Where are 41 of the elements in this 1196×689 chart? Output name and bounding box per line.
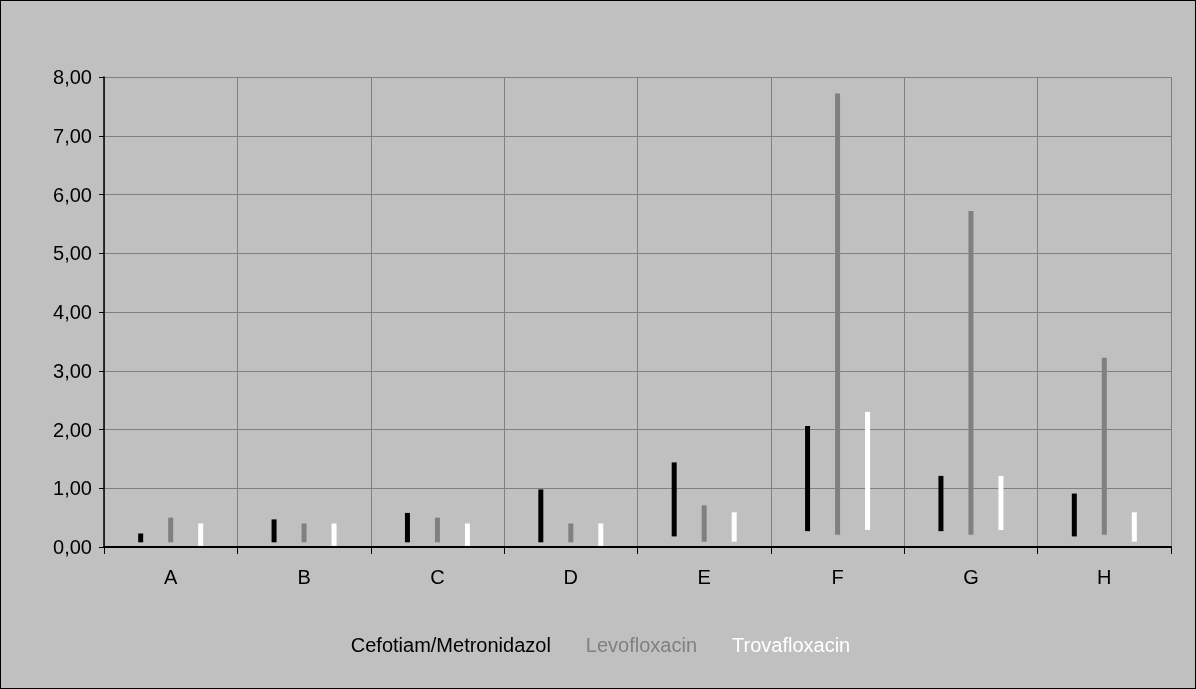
x-tick-label: F — [831, 566, 844, 588]
text: Cefotiam/Metronidazol — [350, 634, 551, 656]
bar — [538, 489, 544, 543]
x-tick-label: C — [430, 566, 445, 588]
bar — [331, 523, 337, 546]
y-tick-label: 0,00 — [53, 536, 92, 558]
y-tick-label: 6,00 — [53, 183, 92, 206]
bar — [938, 475, 944, 532]
x-tick-label: E — [697, 566, 711, 588]
y-tick-label: 8,00 — [53, 66, 92, 88]
bar — [271, 519, 277, 543]
text: Levofloxacin — [585, 634, 698, 656]
x-tick-label: A — [164, 566, 179, 588]
bar — [865, 411, 871, 530]
bar — [404, 512, 410, 543]
bar — [198, 523, 204, 546]
bar — [168, 517, 174, 543]
y-tick-label: 5,00 — [53, 242, 92, 265]
bar — [464, 523, 470, 546]
text: Trovafloxacin — [732, 634, 851, 656]
bar — [701, 505, 707, 542]
bar — [671, 462, 677, 537]
bar — [598, 523, 604, 546]
y-tick-label: 7,00 — [53, 124, 92, 147]
x-tick-label: G — [963, 566, 979, 588]
x-tick-label: H — [1097, 566, 1112, 588]
y-tick-label: 4,00 — [53, 301, 92, 323]
y-tick-label: 2,00 — [53, 418, 92, 441]
bar — [1131, 512, 1137, 542]
bar — [998, 475, 1004, 530]
x-tick-label: D — [563, 566, 579, 588]
bar — [301, 523, 307, 543]
bar — [138, 533, 144, 543]
bar — [1071, 493, 1077, 537]
bar — [731, 512, 737, 542]
y-tick-label: 1,00 — [53, 477, 92, 500]
y-tick-label: 3,00 — [53, 359, 92, 382]
x-tick-label: B — [297, 566, 311, 588]
bar — [434, 517, 440, 543]
bar — [568, 523, 574, 543]
bar — [805, 425, 811, 532]
